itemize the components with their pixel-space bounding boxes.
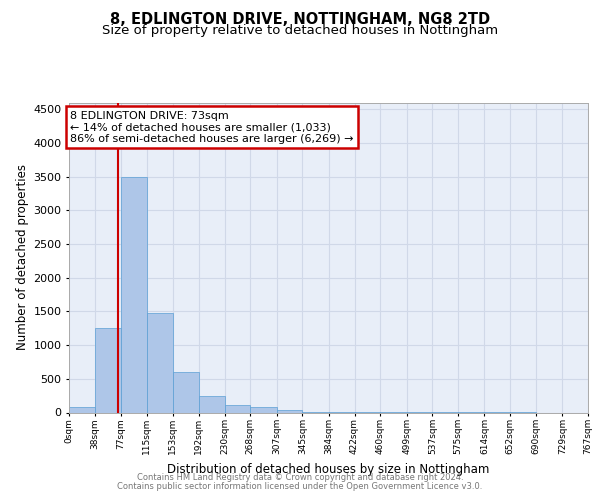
- Bar: [250, 407, 277, 412]
- Bar: [147, 314, 173, 412]
- Y-axis label: Number of detached properties: Number of detached properties: [16, 164, 29, 350]
- Bar: [69, 408, 95, 412]
- Text: Contains HM Land Registry data © Crown copyright and database right 2024.: Contains HM Land Registry data © Crown c…: [137, 472, 463, 482]
- Bar: [121, 176, 147, 412]
- Bar: [95, 328, 121, 412]
- Text: Contains public sector information licensed under the Open Government Licence v3: Contains public sector information licen…: [118, 482, 482, 491]
- Text: 8, EDLINGTON DRIVE, NOTTINGHAM, NG8 2TD: 8, EDLINGTON DRIVE, NOTTINGHAM, NG8 2TD: [110, 12, 490, 28]
- X-axis label: Distribution of detached houses by size in Nottingham: Distribution of detached houses by size …: [167, 463, 490, 476]
- Bar: [277, 410, 302, 412]
- Bar: [173, 372, 199, 412]
- Text: Size of property relative to detached houses in Nottingham: Size of property relative to detached ho…: [102, 24, 498, 37]
- Bar: [224, 405, 250, 412]
- Text: 8 EDLINGTON DRIVE: 73sqm
← 14% of detached houses are smaller (1,033)
86% of sem: 8 EDLINGTON DRIVE: 73sqm ← 14% of detach…: [70, 110, 354, 144]
- Bar: [199, 396, 224, 412]
